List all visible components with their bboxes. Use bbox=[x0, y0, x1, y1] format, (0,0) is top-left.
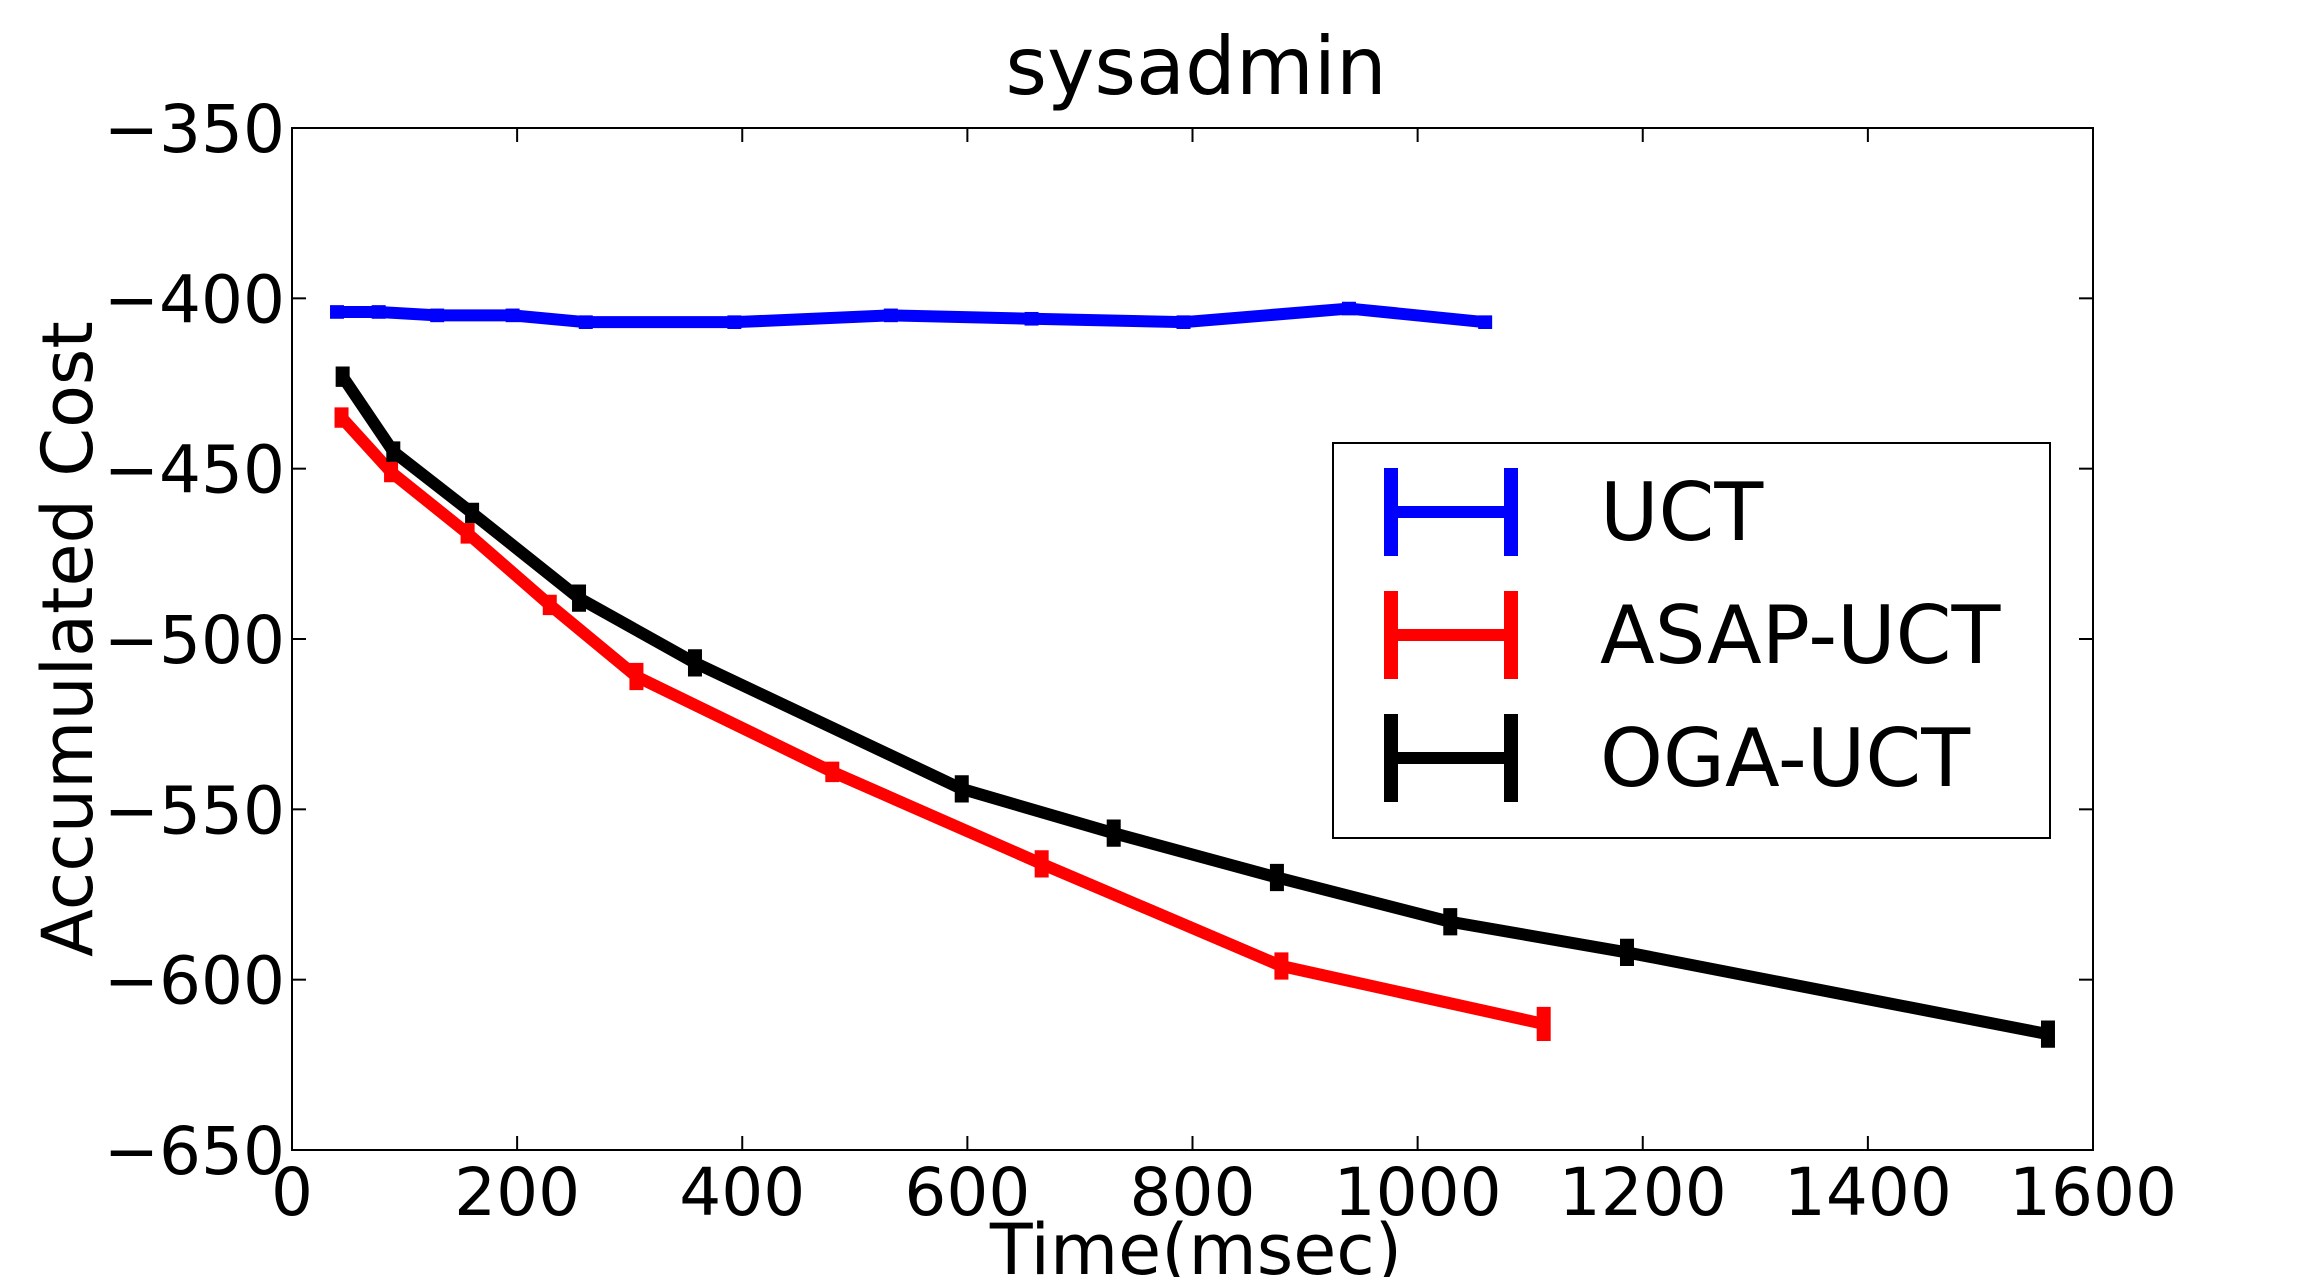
y-tick-label: −600 bbox=[104, 943, 285, 1020]
series-uct bbox=[330, 301, 1493, 329]
legend-item-asap-uct: ASAP-UCT bbox=[1384, 589, 2001, 682]
y-tick-label: −500 bbox=[104, 602, 285, 679]
chart-title: sysadmin bbox=[1005, 20, 1386, 113]
x-tick-label: 200 bbox=[454, 1154, 580, 1231]
x-tick-label: 1200 bbox=[1559, 1154, 1727, 1231]
x-tick-label: 1000 bbox=[1334, 1154, 1502, 1231]
x-tick-label: 1600 bbox=[2009, 1154, 2177, 1231]
x-tick-label: 600 bbox=[904, 1154, 1030, 1231]
x-tick-label: 1400 bbox=[1784, 1154, 1952, 1231]
legend-item-uct: UCT bbox=[1384, 466, 1764, 559]
y-tick-label: −400 bbox=[104, 261, 285, 338]
y-tick-label: −550 bbox=[104, 772, 285, 849]
y-tick-label: −650 bbox=[104, 1113, 285, 1190]
plot-area-frame bbox=[291, 127, 2094, 1151]
x-tick-label: 800 bbox=[1130, 1154, 1256, 1231]
legend-label: ASAP-UCT bbox=[1600, 589, 2001, 682]
series-oga-uct bbox=[335, 366, 2055, 1048]
axis-ticks: 0 200 400 600 800 1000 1200 1400 1600 −350 −400 −45… bbox=[104, 91, 2177, 1231]
legend-item-oga-uct: OGA-UCT bbox=[1384, 712, 1971, 805]
y-tick-label: −350 bbox=[104, 91, 285, 168]
x-axis-label: Time(msec) bbox=[989, 1209, 1402, 1277]
series-layer bbox=[330, 301, 2055, 1048]
legend-label: UCT bbox=[1600, 466, 1764, 559]
legend-label: OGA-UCT bbox=[1600, 712, 1971, 805]
x-tick-label: 0 bbox=[271, 1154, 313, 1231]
y-axis-label: Accumulated Cost bbox=[27, 321, 109, 957]
x-tick-label: 400 bbox=[679, 1154, 805, 1231]
series-asap-uct bbox=[334, 407, 1551, 1041]
legend: UCT ASAP-UCT OGA-UCT bbox=[1332, 442, 2051, 839]
y-tick-label: −450 bbox=[104, 432, 285, 509]
